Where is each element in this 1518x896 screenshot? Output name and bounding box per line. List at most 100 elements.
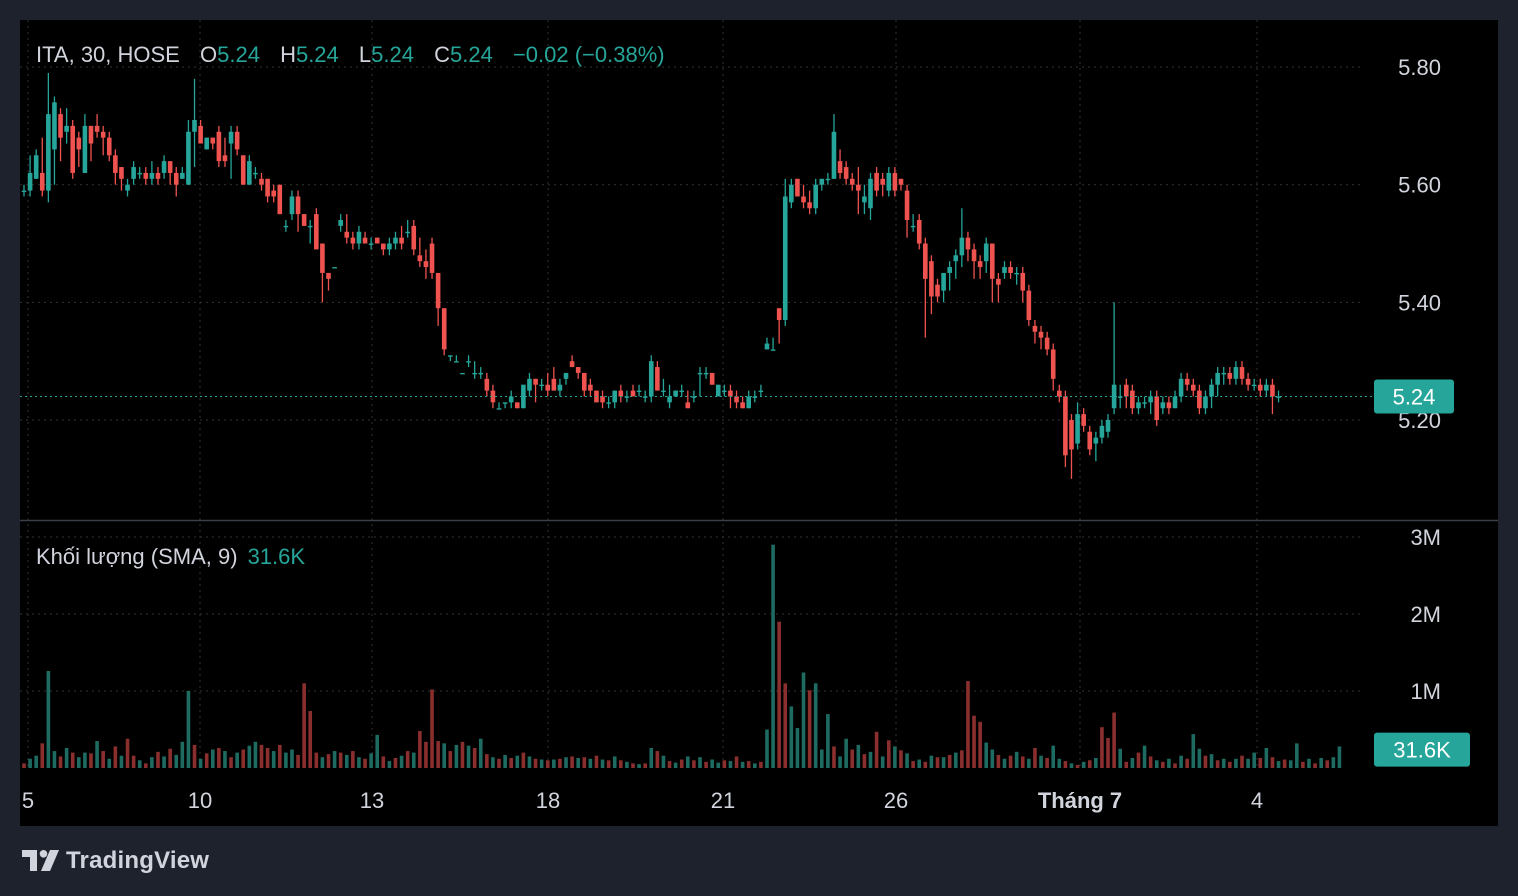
chart-area[interactable]: 5.80 5.60 5.40 5.20 3M 2M 1M 5.24 31.6K 5 10 13 18 21… [20, 20, 1498, 826]
candle-body [648, 361, 654, 397]
candle-body [734, 396, 739, 403]
volume-tick-label: 3M [1410, 525, 1441, 550]
volume-legend-label: Khối lượng (SMA, 9) [36, 544, 238, 569]
candle-body [722, 390, 727, 392]
volume-bar [564, 757, 568, 768]
volume-bar [905, 753, 909, 768]
volume-bar [1215, 760, 1220, 768]
tradingview-logo-icon [22, 850, 59, 871]
candle-body [1160, 402, 1166, 409]
volume-bar [728, 761, 733, 768]
volume-bar [1191, 734, 1196, 768]
volume-bar [64, 747, 69, 768]
candle-body [460, 372, 465, 375]
candle-body [64, 125, 69, 132]
volume-bar [1136, 752, 1141, 768]
volume-bar [558, 758, 562, 768]
candle-body [393, 237, 398, 244]
volume-bar [442, 743, 447, 768]
volume-bar [978, 721, 982, 768]
candle-body [58, 114, 63, 138]
volume-bar [947, 754, 952, 768]
candle-body [429, 243, 435, 273]
volume-bar [174, 754, 179, 768]
open-value: 5.24 [217, 42, 260, 67]
volume-bar [594, 755, 599, 768]
volume-bar [235, 752, 239, 768]
candle-body [965, 237, 971, 250]
volume-bar [759, 761, 763, 768]
candle-body [1257, 384, 1263, 391]
candle-body [618, 390, 624, 397]
volume-bar [83, 752, 87, 768]
volume-bar [381, 756, 386, 768]
candle-body [941, 272, 946, 291]
volume-bar [1112, 712, 1116, 768]
volume-bar [667, 761, 672, 768]
candle-body [1044, 337, 1050, 350]
volume-bar [338, 752, 343, 768]
volume-bar [418, 731, 422, 768]
volume-bar [144, 763, 148, 768]
candle-body [33, 155, 39, 179]
volume-bar [314, 752, 319, 768]
candle-body [149, 172, 155, 179]
candle-body [155, 172, 161, 179]
candle-body [813, 184, 818, 209]
volume-bar [460, 741, 465, 768]
candle-body [234, 131, 240, 150]
volume-bar [637, 764, 641, 768]
candle-body [521, 384, 526, 409]
volume-bar [1075, 764, 1080, 768]
candle-body [1221, 372, 1227, 375]
candle-body [277, 184, 283, 215]
candle-body [1239, 367, 1245, 379]
volume-bar [1337, 746, 1342, 768]
candle-body [691, 396, 697, 398]
candle-body [405, 231, 410, 234]
volume-bar [107, 758, 112, 768]
candle-body [1209, 384, 1214, 397]
volume-bar [588, 758, 593, 768]
volume-bar [284, 752, 288, 768]
volume-bar [168, 748, 172, 768]
candle-body [874, 172, 879, 191]
candle-body [514, 402, 520, 409]
candle-body [1190, 384, 1196, 391]
tradingview-wordmark: TradingView [66, 847, 210, 874]
volume-bar [753, 763, 757, 768]
candle-body [539, 384, 544, 387]
candle-body [192, 120, 197, 132]
volume-tick-label: 1M [1410, 679, 1441, 704]
volume-bar [923, 761, 928, 768]
candle-body [27, 172, 33, 191]
candle-body [1002, 267, 1007, 273]
candle-body [862, 196, 867, 203]
candle-body [1142, 402, 1147, 404]
volume-bar [606, 760, 611, 768]
volume-bar [58, 756, 63, 768]
volume-bar [363, 758, 367, 768]
volume-bar [582, 757, 587, 768]
volume-bar [716, 762, 721, 768]
volume-bar [771, 544, 775, 768]
volume-bar [393, 757, 398, 768]
candle-body [703, 372, 709, 375]
volume-bar [1313, 763, 1317, 768]
candle-body [332, 267, 337, 269]
volume-bar [649, 747, 654, 768]
candle-body [667, 396, 672, 403]
volume-bar [1185, 758, 1189, 768]
candle-body [1075, 414, 1080, 444]
candle-body [545, 384, 551, 391]
candle-body [417, 255, 423, 262]
candle-body [1148, 396, 1153, 403]
volume-bar [777, 621, 781, 768]
candle-body [52, 102, 57, 150]
time-tick-label: 21 [711, 788, 735, 813]
tradingview-logo[interactable]: TradingView [22, 846, 209, 876]
volume-bar [1276, 761, 1281, 768]
candle-body [715, 384, 721, 397]
candle-body [314, 214, 319, 250]
